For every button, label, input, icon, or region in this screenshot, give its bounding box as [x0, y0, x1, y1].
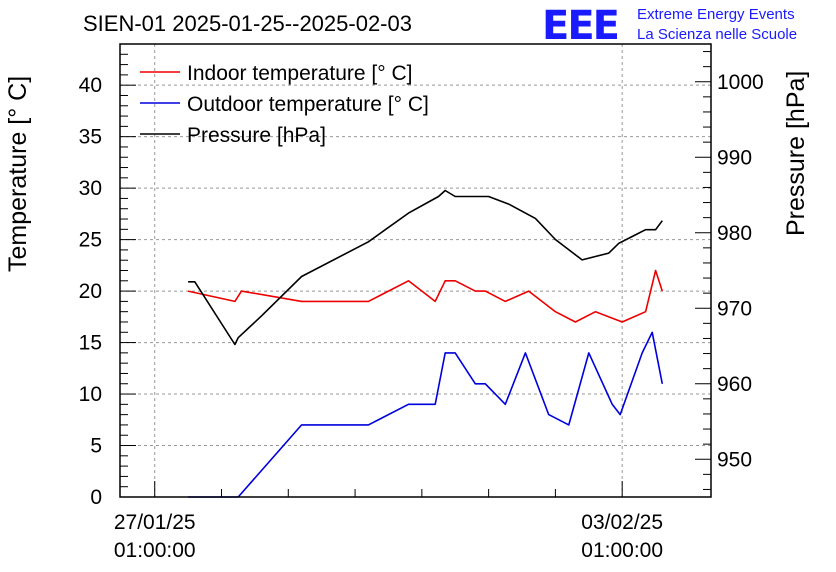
x-tick-label-time: 01:00:00 — [114, 539, 196, 562]
grid-lines — [120, 44, 711, 497]
chart-title: SIEN-01 2025-01-25--2025-02-03 — [83, 11, 412, 36]
series-line-pressure — [188, 189, 663, 346]
y-left-tick-label: 40 — [79, 74, 102, 97]
y-axis-right-label: Pressure [hPa] — [782, 71, 810, 236]
y-left-tick-label: 20 — [79, 280, 102, 303]
y-left-tick-label: 30 — [79, 177, 102, 200]
y-right-tick-label: 960 — [717, 373, 752, 396]
y-axis-left-label: Temperature [° C] — [4, 76, 32, 272]
legend-indoor-label: Indoor temperature [° C] — [187, 62, 413, 85]
x-tick-label-time: 01:00:00 — [581, 539, 663, 562]
y-right-tick-label: 980 — [717, 222, 752, 245]
legend-pressure-label: Pressure [hPa] — [187, 124, 326, 147]
y-left-tick-label: 35 — [79, 126, 102, 149]
y-right-tick-label: 990 — [717, 146, 752, 169]
y-left-tick-label: 5 — [90, 435, 102, 458]
y-left-tick-label: 10 — [79, 383, 102, 406]
right-axis: 950 960 970 980 990 1000 — [695, 51, 764, 490]
x-tick-label-date: 27/01/25 — [114, 511, 196, 534]
left-axis: 0 5 10 15 20 25 30 35 40 — [79, 43, 136, 509]
x-axis: 27/01/25 01:00:00 03/02/25 01:00:00 — [114, 481, 663, 562]
series-layer — [187, 189, 664, 498]
series-line-indoor — [187, 269, 664, 323]
y-left-tick-label: 25 — [79, 229, 102, 252]
eee-logo: EEE — [542, 3, 618, 49]
x-tick-label-date: 03/02/25 — [581, 511, 663, 534]
y-left-tick-label: 0 — [90, 486, 102, 509]
series-line-outdoor — [188, 331, 664, 498]
legend-outdoor-label: Outdoor temperature [° C] — [187, 93, 429, 116]
y-right-tick-label: 950 — [717, 448, 752, 471]
logo-subtitle-line1: Extreme Energy Events — [637, 6, 795, 23]
y-right-tick-label: 1000 — [717, 71, 764, 94]
logo-subtitle-line2: La Scienza nelle Scuole — [637, 26, 797, 43]
legend: Indoor temperature [° C] Outdoor temperat… — [140, 62, 429, 147]
y-right-tick-label: 970 — [717, 297, 752, 320]
y-left-tick-label: 15 — [79, 332, 102, 355]
